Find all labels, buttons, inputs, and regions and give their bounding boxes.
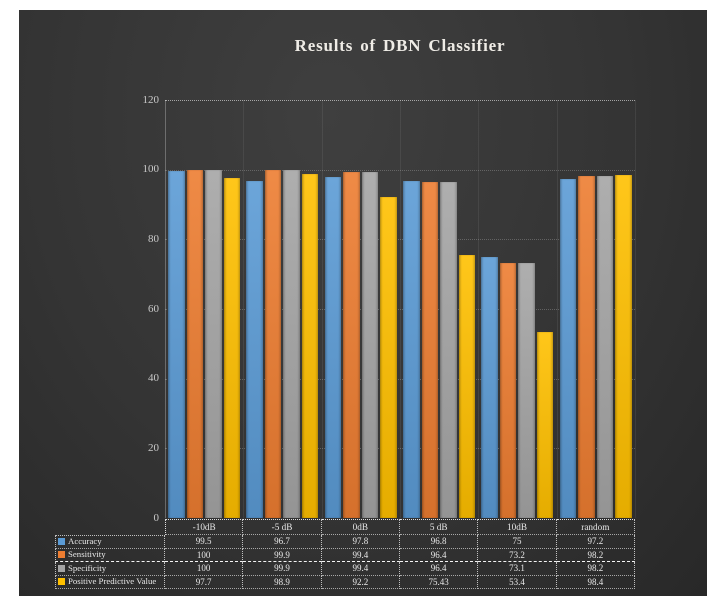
bar-sensitivity bbox=[578, 175, 595, 518]
chart-title: Results of DBN Classifier bbox=[294, 36, 506, 55]
bar-specificity bbox=[440, 182, 457, 518]
table-value-cell: 98.2 bbox=[556, 548, 635, 562]
bar-accuracy bbox=[403, 180, 420, 518]
table-row-label: Sensitivity bbox=[55, 548, 165, 562]
bar-accuracy bbox=[168, 171, 185, 518]
bar-sensitivity bbox=[186, 169, 204, 518]
table-header-cell: -5 dB bbox=[243, 519, 322, 535]
table-value-cell: 98.9 bbox=[243, 575, 322, 589]
bar-positive-predictive-value bbox=[380, 196, 397, 518]
bar-accuracy bbox=[481, 256, 498, 518]
bar-accuracy bbox=[246, 181, 263, 518]
table-value-cell: 98.4 bbox=[556, 575, 635, 589]
table-header-cell: -10dB bbox=[165, 519, 244, 535]
bar-group-10dB bbox=[478, 100, 556, 518]
y-tick-label: 0 bbox=[153, 511, 160, 524]
table-value-cell: 92.2 bbox=[321, 575, 400, 589]
horizontal-gridline bbox=[165, 239, 635, 241]
series-name: Positive Predictive Value bbox=[68, 576, 157, 586]
bar-group--5 dB bbox=[243, 100, 321, 518]
table-header-cell: random bbox=[556, 519, 635, 535]
bar-group--10dB bbox=[165, 100, 243, 518]
legend-swatch bbox=[58, 551, 65, 559]
table-row-label: Accuracy bbox=[55, 535, 165, 549]
vertical-gridline bbox=[321, 100, 323, 518]
bar-group-5 dB bbox=[400, 100, 478, 518]
bar-positive-predictive-value bbox=[458, 255, 476, 518]
bar-sensitivity bbox=[343, 171, 360, 518]
table-value-cell: 96.8 bbox=[400, 535, 479, 549]
bar-sensitivity bbox=[421, 182, 439, 518]
legend-swatch bbox=[58, 578, 65, 586]
bar-accuracy bbox=[324, 177, 342, 518]
series-name: Sensitivity bbox=[68, 549, 106, 559]
table-row-label: Specificity bbox=[55, 562, 165, 576]
table-value-cell: 97.2 bbox=[556, 535, 635, 549]
horizontal-gridline bbox=[165, 169, 635, 171]
bar-positive-predictive-value bbox=[223, 177, 241, 518]
bar-sensitivity bbox=[264, 170, 282, 518]
table-header-cell: 10dB bbox=[478, 519, 557, 535]
table-value-cell: 100 bbox=[165, 562, 244, 576]
series-name: Specificity bbox=[68, 562, 107, 573]
vertical-gridline bbox=[243, 100, 245, 518]
series-name: Accuracy bbox=[68, 536, 102, 546]
y-tick-label: 100 bbox=[142, 163, 160, 176]
slide-background: Results of DBN Classifier 0 20 40 60 80 100 12… bbox=[19, 10, 707, 596]
legend-swatch bbox=[58, 564, 65, 572]
bar-group-random bbox=[557, 100, 635, 518]
table-corner-cell bbox=[55, 519, 165, 535]
horizontal-gridline bbox=[165, 309, 635, 310]
table-value-cell: 53.4 bbox=[478, 575, 557, 589]
table-header-cell: 5 dB bbox=[400, 519, 479, 535]
vertical-gridline bbox=[165, 100, 166, 518]
table-value-cell: 99.9 bbox=[243, 562, 322, 576]
bar-specificity bbox=[283, 170, 300, 518]
horizontal-gridline bbox=[165, 448, 635, 450]
horizontal-gridline bbox=[165, 100, 635, 101]
table-row-label: Positive Predictive Value bbox=[55, 575, 165, 589]
table-value-cell: 98.2 bbox=[556, 562, 635, 576]
table-value-cell: 96.4 bbox=[400, 562, 479, 576]
y-tick-label: 120 bbox=[142, 93, 160, 106]
table-value-cell: 99.5 bbox=[165, 535, 244, 549]
table-value-cell: 99.4 bbox=[321, 562, 400, 576]
table-value-cell: 99.4 bbox=[321, 548, 400, 562]
table-value-cell: 96.7 bbox=[243, 535, 322, 549]
bar-accuracy bbox=[559, 179, 577, 518]
y-tick-label: 80 bbox=[148, 232, 159, 245]
table-value-cell: 73.2 bbox=[478, 548, 557, 562]
vertical-gridline bbox=[556, 100, 558, 518]
bar-sensitivity bbox=[499, 263, 517, 518]
table-value-cell: 73.1 bbox=[478, 562, 557, 576]
table-value-cell: 100 bbox=[165, 548, 244, 562]
bar-positive-predictive-value bbox=[301, 173, 319, 518]
y-tick-label: 60 bbox=[148, 302, 159, 315]
legend-swatch bbox=[58, 538, 65, 546]
table-value-cell: 97.7 bbox=[165, 575, 244, 589]
y-tick-label: 40 bbox=[148, 372, 159, 385]
bar-group-0dB bbox=[322, 100, 400, 518]
bar-positive-predictive-value bbox=[615, 175, 632, 518]
bar-positive-predictive-value bbox=[536, 332, 554, 518]
table-value-cell: 97.8 bbox=[321, 535, 400, 549]
vertical-gridline bbox=[478, 100, 480, 518]
table-header-cell: 0dB bbox=[321, 519, 400, 535]
plot-area bbox=[165, 100, 636, 518]
table-value-cell: 75.43 bbox=[400, 575, 479, 589]
bar-specificity bbox=[361, 171, 379, 518]
horizontal-gridline bbox=[165, 378, 635, 380]
bar-specificity bbox=[518, 263, 535, 518]
vertical-gridline bbox=[400, 100, 401, 518]
vertical-gridline bbox=[635, 100, 636, 518]
table-value-cell: 99.9 bbox=[243, 548, 322, 562]
table-value-cell: 75 bbox=[478, 535, 557, 549]
bar-specificity bbox=[205, 169, 222, 518]
table-value-cell: 96.4 bbox=[400, 548, 479, 562]
y-tick-label: 20 bbox=[148, 441, 159, 454]
data-table: -10dB -5 dB 0dB 5 dB 10dB random Accuracy 99.5 9… bbox=[55, 519, 635, 589]
bar-specificity bbox=[596, 175, 614, 518]
